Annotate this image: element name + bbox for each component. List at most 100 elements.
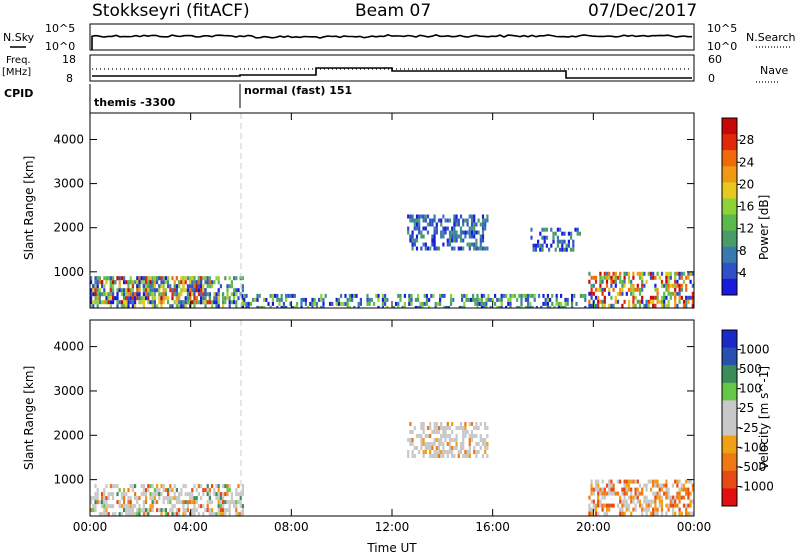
heatmap-cell [206,300,209,305]
heatmap-cell [468,422,471,426]
heatmap-cell [638,271,642,276]
heatmap-cell [638,483,642,488]
heatmap-cell [217,296,220,301]
heatmap-cell [483,301,486,306]
heatmap-cell [616,275,620,280]
heatmap-cell [408,301,411,306]
heatmap-cell [685,303,688,308]
heatmap-cell [134,492,137,497]
heatmap-cell [448,234,452,239]
heatmap-cell [217,292,220,297]
heatmap-cell [189,284,192,289]
heatmap-cell [127,296,130,301]
heatmap-cell [215,300,218,305]
heatmap-cell [621,507,624,512]
heatmap-cell [256,297,259,302]
heatmap-cell [90,288,93,293]
heatmap-cell [579,293,582,298]
heatmap-cell [233,300,236,305]
heatmap-cell [634,491,637,496]
heatmap-cell [667,487,670,492]
heatmap-cell [476,301,479,306]
heatmap-cell [643,499,646,504]
heatmap-cell [621,499,624,504]
heatmap-cell [669,295,672,300]
heatmap-cell [271,297,274,302]
heatmap-cell [151,276,154,281]
heatmap-cell [107,292,110,297]
heatmap-cell [674,479,677,484]
heatmap-cell [285,293,288,298]
heatmap-cell [560,293,563,298]
heatmap-cell [634,295,637,300]
heatmap-cell [215,512,218,516]
heatmap-cell [433,454,436,458]
heatmap-cell [193,288,196,293]
heatmap-cell [134,512,137,516]
heatmap-cell [204,296,207,301]
heatmap-cell [544,297,547,302]
heatmap-cell [105,292,108,297]
heatmap-cell [269,293,272,298]
heatmap-cell [169,304,172,308]
heatmap-cell [145,512,148,516]
heatmap-cell [660,483,664,488]
heatmap-cell [233,504,236,509]
heatmap-cell [147,508,150,513]
heatmap-cell [228,276,231,281]
heatmap-cell [208,292,211,297]
heatmap-cell [101,300,104,305]
heatmap-cell [158,492,161,497]
heatmap-cell [625,271,628,276]
heatmap-cell [630,291,633,296]
heatmap-cell [186,492,189,497]
velocity-ylabel: Slant Range [km] [22,366,36,470]
heatmap-cell [184,296,187,301]
heatmap-cell [424,214,427,219]
heatmap-cell [103,288,106,293]
heatmap-cell [147,280,150,285]
heatmap-cell [256,305,259,308]
heatmap-cell [224,512,227,516]
heatmap-cell [689,511,692,516]
heatmap-cell [415,214,419,219]
heatmap-cell [191,276,194,281]
heatmap-cell [429,446,432,450]
heatmap-cell [123,300,126,305]
heatmap-cell [186,300,189,305]
heatmap-cell [422,454,425,458]
heatmap-cell [94,484,97,489]
heatmap-cell [151,300,154,305]
heatmap-cell [474,301,477,306]
heatmap-cell [612,303,615,308]
heatmap-cell [665,295,668,300]
heatmap-cell [127,292,130,297]
heatmap-cell [175,284,178,289]
heatmap-cell [96,492,99,497]
heatmap-cell [590,287,593,292]
heatmap-cell [444,438,447,442]
heatmap-cell [276,305,279,308]
heatmap-cell [549,305,552,308]
heatmap-cell [565,247,568,252]
heatmap-cell [435,230,438,235]
heatmap-cell [484,446,487,450]
heatmap-cell [608,287,611,292]
heatmap-cell [463,293,466,298]
heatmap-cell [656,291,659,296]
heatmap-cell [671,511,675,516]
heatmap-cell [632,303,635,308]
heatmap-cell [145,288,148,293]
heatmap-cell [138,280,141,285]
heatmap-cell [421,305,424,308]
heatmap-cell [551,301,554,306]
heatmap-cell [237,492,240,497]
heatmap-cell [136,280,139,285]
heatmap-cell [603,299,606,304]
colorbar-segment [722,182,737,199]
heatmap-cell [623,283,626,288]
heatmap-cell [171,508,174,513]
heatmap-cell [441,293,444,298]
heatmap-cell [252,297,255,302]
